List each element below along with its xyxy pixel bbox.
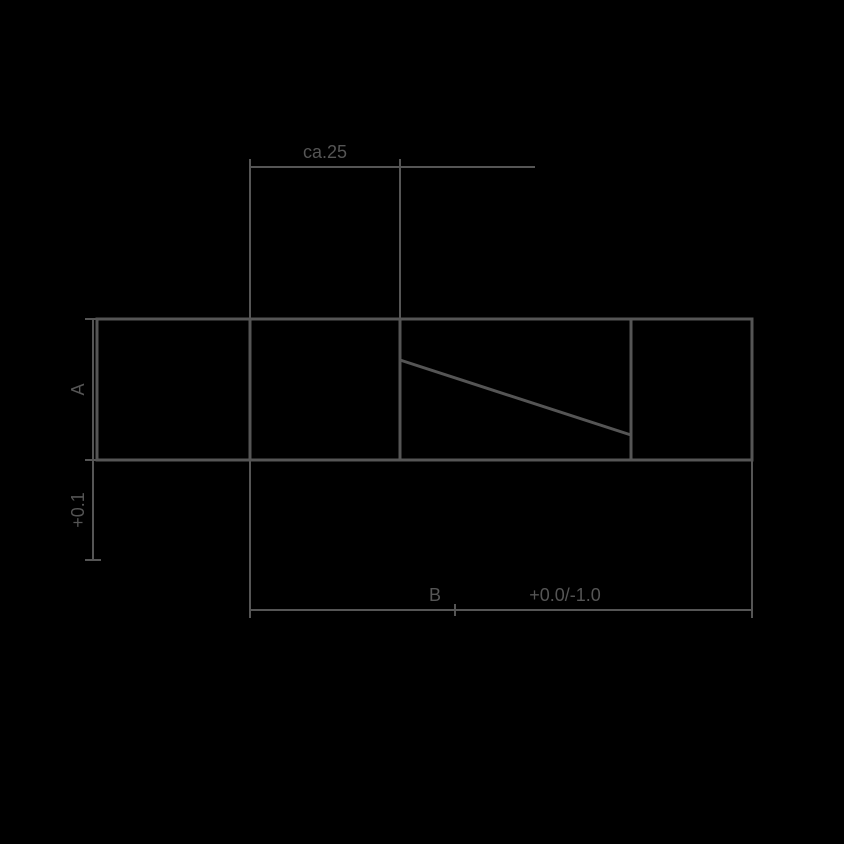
diagonal-line — [400, 360, 631, 435]
technical-drawing: ca.25 B +0.0/-1.0 A +0.1 — [0, 0, 844, 844]
body-outline — [97, 319, 752, 460]
left-dim-label-tol: +0.1 — [68, 492, 88, 528]
bottom-dim-label-tol: +0.0/-1.0 — [529, 585, 601, 605]
bottom-dim-label-b: B — [429, 585, 441, 605]
top-dim-label: ca.25 — [303, 142, 347, 162]
left-dim-label-a: A — [68, 383, 88, 395]
